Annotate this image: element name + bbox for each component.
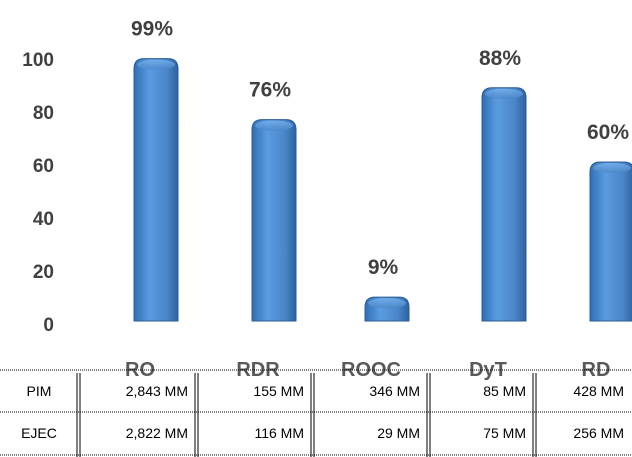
bar-dyt [481, 87, 527, 322]
bar-cap [485, 88, 523, 99]
data-label: 76% [249, 79, 291, 102]
bar-body [133, 58, 179, 322]
bar-cap [368, 298, 406, 309]
data-label: 99% [131, 18, 173, 41]
table-cell: 256 MM [573, 425, 624, 441]
y-tick-label: 0 [43, 315, 54, 336]
bar-rdr [251, 119, 297, 322]
table-cell: 29 MM [377, 425, 420, 441]
table-cell: 2,822 MM [126, 425, 188, 441]
bar-body [251, 119, 297, 322]
table-cell: 346 MM [369, 383, 420, 399]
data-label: 9% [368, 256, 399, 279]
table-cell: 85 MM [483, 383, 526, 399]
bar-rooc [364, 296, 410, 322]
data-label: 60% [587, 121, 629, 144]
table-cell: 155 MM [253, 383, 304, 399]
table-cell: 428 MM [573, 383, 624, 399]
table-row-label: PIM [27, 383, 52, 399]
y-axis: 0 20 40 60 80 100 [22, 50, 54, 336]
bars [133, 58, 632, 322]
bar-body [481, 87, 527, 322]
y-tick-label: 20 [33, 262, 54, 283]
bar-cap [593, 163, 631, 173]
data-label: 88% [479, 47, 521, 70]
bar-body [589, 161, 632, 322]
y-tick-label: 100 [22, 50, 54, 71]
y-tick-label: 80 [33, 103, 54, 124]
bar-ro [133, 58, 179, 322]
bar-cap [137, 59, 175, 70]
bar-cap [255, 120, 293, 131]
data-labels: 99% 76% 9% 88% 60% [131, 18, 629, 279]
bar-rd [589, 161, 632, 322]
data-table: PIM 2,843 MM 155 MM 346 MM 85 MM 428 MM EJEC 2,… [0, 369, 632, 457]
table-cell: 75 MM [483, 425, 526, 441]
table-cell: 2,843 MM [126, 383, 188, 399]
table-row-label: EJEC [21, 425, 57, 441]
table-cell: 116 MM [254, 425, 304, 441]
y-tick-label: 40 [33, 209, 54, 230]
y-tick-label: 60 [33, 156, 54, 177]
